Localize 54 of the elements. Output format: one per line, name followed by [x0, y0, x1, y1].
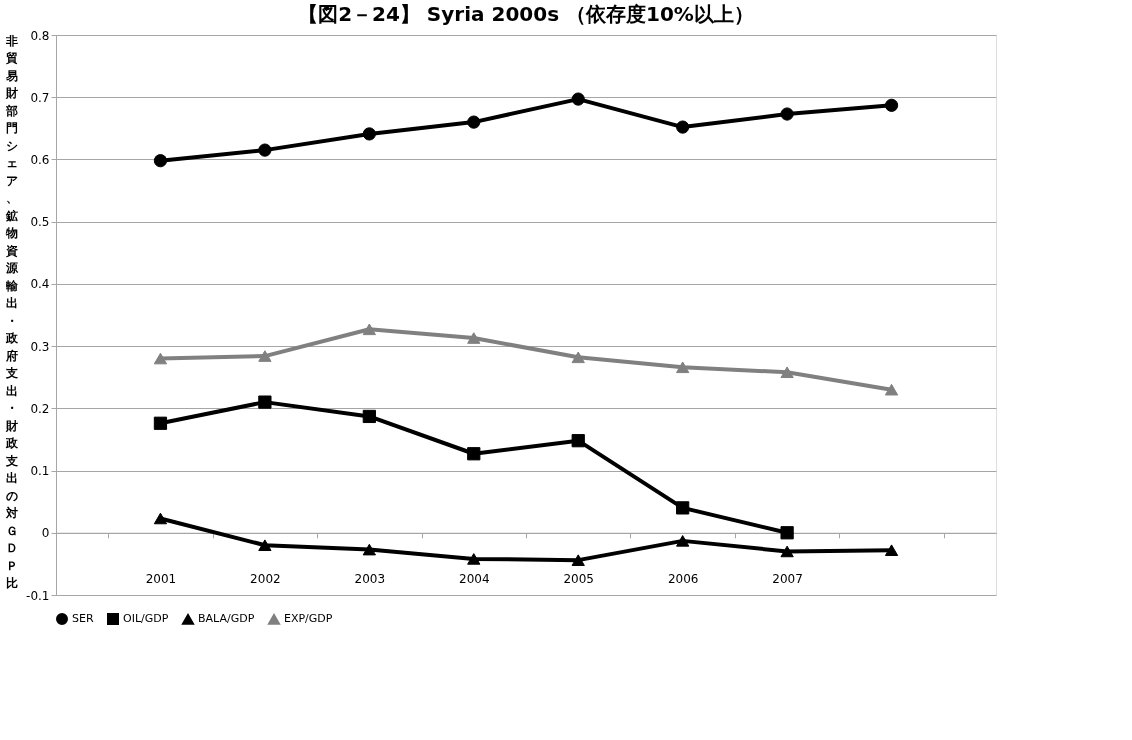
y-tick-label: 0.6 [30, 152, 50, 167]
y-tick-label: 0.5 [30, 215, 50, 230]
point [153, 416, 168, 430]
x-tick-label: 2005 [563, 572, 594, 587]
chart-title: 【図2－24】 Syria 2000s （依存度10%以上） [298, 2, 754, 26]
point [780, 366, 794, 379]
legend-label: OIL/GDP [123, 612, 169, 625]
point [780, 107, 794, 121]
y-tick-label: 0.1 [30, 464, 50, 479]
point [676, 535, 690, 547]
x-tick-label: 2003 [354, 572, 386, 587]
text: 非貿易財部門シェア、鉱物資源輸出・政府支出・財政支出の対ＧＤＰ比 [5, 33, 18, 590]
legend-label: BALA/GDP [198, 612, 255, 626]
y-tick-label: 0.2 [30, 401, 50, 416]
point [258, 143, 272, 157]
point [362, 323, 376, 336]
legend-label: EXP/GDP [284, 612, 333, 626]
point [362, 409, 376, 424]
point [571, 434, 585, 448]
x-tick-label: 2006 [667, 572, 699, 587]
point [884, 98, 899, 112]
y-tick-label: 0 [41, 526, 50, 541]
point [467, 115, 481, 129]
y-tick-label: 0.4 [30, 277, 50, 292]
point [676, 501, 690, 515]
point [780, 545, 794, 558]
point [362, 127, 376, 141]
point [571, 92, 585, 106]
point [258, 350, 272, 362]
point [884, 383, 899, 396]
point [571, 351, 585, 364]
point [153, 512, 168, 525]
point [153, 154, 168, 168]
y-tick-label: -0.1 [26, 588, 50, 603]
point [467, 447, 481, 461]
point [153, 352, 168, 365]
point [780, 526, 794, 540]
legend-label: SER [72, 612, 94, 625]
point [571, 554, 585, 566]
x-tick-label: 2001 [145, 572, 177, 587]
point [676, 120, 690, 134]
x-tick-label: 2004 [459, 572, 490, 587]
x-tick-label: 2007 [772, 572, 803, 587]
point [676, 361, 690, 374]
point [884, 544, 899, 556]
point [467, 553, 481, 565]
x-tick-label: 2002 [250, 572, 281, 587]
point [258, 539, 272, 552]
point [258, 395, 272, 409]
y-tick-label: 0.7 [30, 90, 50, 105]
point [467, 332, 481, 344]
y-tick-label: 0.3 [30, 339, 50, 354]
y-tick-label: 0.8 [30, 28, 50, 43]
point [362, 543, 376, 556]
